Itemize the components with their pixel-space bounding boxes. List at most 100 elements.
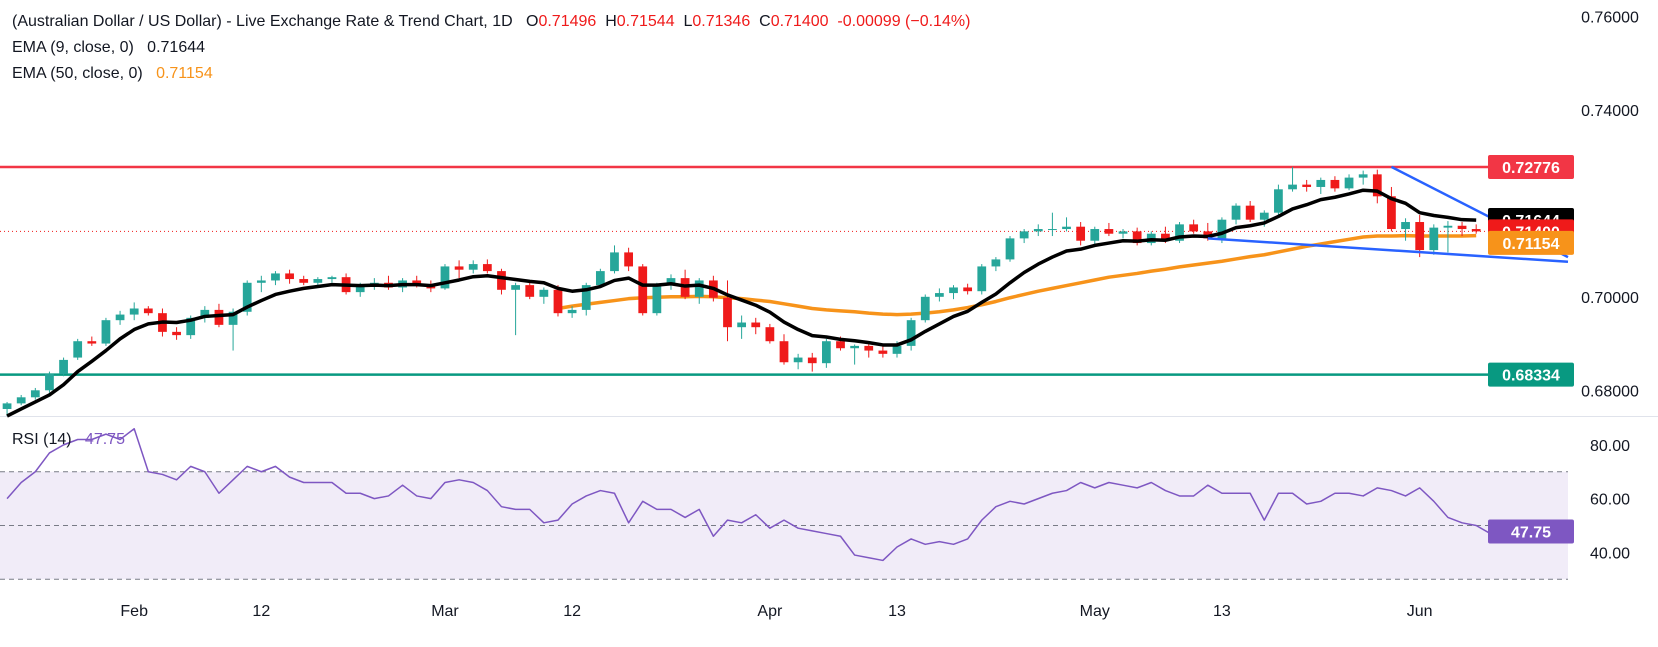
candle-body <box>920 296 930 321</box>
candle-body <box>1090 229 1100 241</box>
candle-body <box>977 266 987 292</box>
time-axis-tick-label: Feb <box>120 603 148 620</box>
candle-body <box>1344 177 1354 189</box>
candle-body <box>821 341 831 364</box>
rsi-axis-tick-label: 40.00 <box>1590 545 1630 562</box>
candle-body <box>723 297 732 328</box>
candle-body <box>666 278 676 286</box>
low-label: L <box>683 13 693 30</box>
ema9-line <box>6 188 1477 418</box>
candle-body <box>313 279 323 283</box>
candle-body <box>737 322 747 328</box>
candle-body <box>468 264 478 270</box>
rsi-legend-value: 47.75 <box>84 431 125 448</box>
ema50-axis-label: 0.71154 <box>1503 236 1560 253</box>
candle-body <box>836 341 845 349</box>
time-axis-tick-label: 12 <box>252 603 270 620</box>
ema9-legend[interactable]: EMA (9, close, 0) 0.71644 <box>12 38 205 58</box>
candle-body <box>1358 174 1368 178</box>
candle-body <box>1076 226 1086 241</box>
resistance-axis-label: 0.72776 <box>1502 160 1560 177</box>
candle-body <box>256 280 266 283</box>
candle-body <box>440 266 450 289</box>
time-axis-tick-label: Jun <box>1407 603 1433 620</box>
candle-body <box>1302 184 1312 187</box>
rsi-legend-label: RSI (14) <box>12 431 72 448</box>
candle-body <box>454 266 464 270</box>
candle-body <box>779 341 789 363</box>
candle-body <box>172 331 181 336</box>
price-axis-tick-label: 0.74000 <box>1581 103 1639 120</box>
ema9-legend-label: EMA (9, close, 0) <box>12 39 134 56</box>
change-value: -0.00099 (−0.14%) <box>837 13 971 30</box>
close-label: C <box>759 13 771 30</box>
candle-body <box>285 273 294 280</box>
candle-body <box>186 317 196 336</box>
candle-body <box>482 264 492 272</box>
open-value: 0.71496 <box>538 13 597 30</box>
ema9-legend-value: 0.71644 <box>147 39 206 56</box>
chart-title: (Australian Dollar / US Dollar) - Live E… <box>12 13 513 30</box>
price-axis-tick-label: 0.76000 <box>1581 9 1639 26</box>
candle-body <box>1372 174 1382 197</box>
candle-body <box>624 252 633 267</box>
rsi-axis-label: 47.75 <box>1511 525 1551 542</box>
resistance-axis-label-bg <box>1488 155 1574 180</box>
candle-body <box>1471 229 1481 232</box>
trendline <box>1207 237 1569 264</box>
high-label: H <box>605 13 617 30</box>
candle-body <box>1005 238 1015 260</box>
candle-body <box>1330 179 1340 189</box>
candle-body <box>652 285 662 314</box>
candle-body <box>610 252 619 272</box>
candle-body <box>1429 227 1439 251</box>
candle-body <box>327 277 337 280</box>
ema50-legend-label: EMA (50, close, 0) <box>12 65 143 82</box>
candle-body <box>1118 231 1128 234</box>
candle-body <box>1161 233 1170 241</box>
rsi-axis-tick-label: 80.00 <box>1590 438 1630 455</box>
candle-body <box>1217 219 1227 239</box>
candle-body <box>73 341 83 358</box>
candle-body <box>1019 231 1029 239</box>
candle-body <box>906 320 916 346</box>
candle-body <box>200 309 210 318</box>
candle-body <box>1048 229 1057 231</box>
candle-body <box>143 308 153 314</box>
candle-body <box>878 350 888 354</box>
candle-body <box>242 282 252 312</box>
candle-body <box>1175 224 1184 241</box>
candle-body <box>553 289 563 314</box>
candle-body <box>1401 222 1410 230</box>
ema50-legend[interactable]: EMA (50, close, 0) 0.71154 <box>12 64 213 84</box>
candle-body <box>991 259 1001 267</box>
candle-body <box>1104 229 1114 234</box>
price-axis-tick-label: 0.68000 <box>1581 383 1639 400</box>
candle-body <box>101 320 111 344</box>
candle-body <box>949 287 958 294</box>
candle-body <box>355 285 365 293</box>
candle-body <box>299 279 309 283</box>
candle-body <box>1316 179 1326 187</box>
candle-body <box>567 309 577 314</box>
candle-body <box>2 403 12 409</box>
price-axis-tick-label: 0.70000 <box>1581 290 1639 307</box>
candle-body <box>45 373 54 391</box>
time-axis-tick-label: Mar <box>431 603 459 620</box>
candle-body <box>228 311 238 325</box>
candle-body <box>1457 225 1467 230</box>
candle-body <box>963 287 973 292</box>
ema50-axis-label-bg <box>1488 230 1574 255</box>
candle-body <box>497 271 506 290</box>
candle-body <box>793 357 803 363</box>
candle-body <box>87 341 97 344</box>
time-axis-tick-label: Apr <box>757 603 783 620</box>
candle-body <box>1274 189 1283 213</box>
rsi-legend[interactable]: RSI (14) 47.75 <box>12 431 125 449</box>
candle-body <box>16 397 26 404</box>
candle-body <box>935 293 944 297</box>
candle-body <box>694 280 704 297</box>
candle-body <box>271 273 280 281</box>
candle-body <box>1132 231 1142 244</box>
